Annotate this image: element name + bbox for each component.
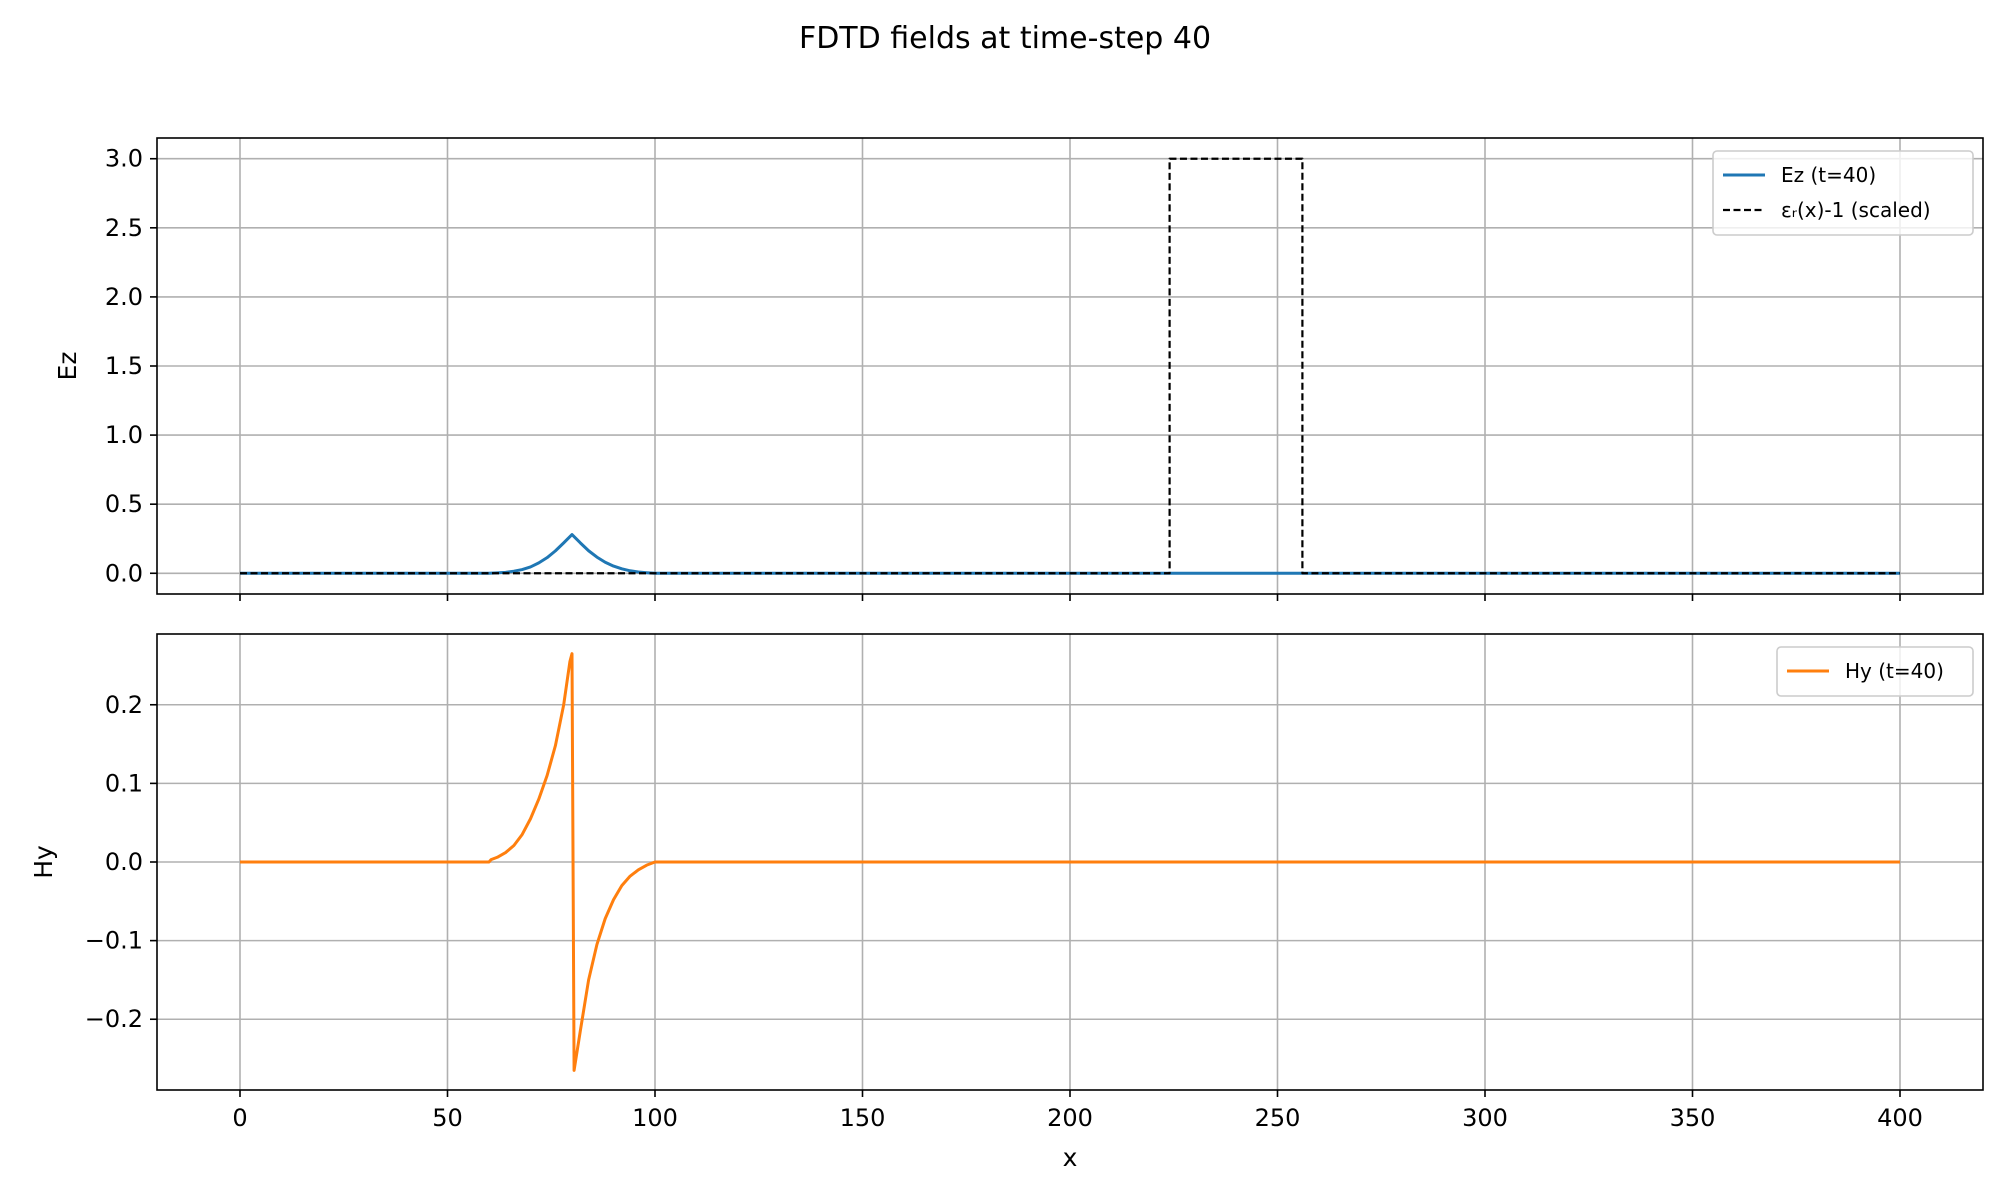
hy-y-axis-label: Hy — [29, 845, 58, 879]
hy-y-tick-label: 0.0 — [105, 848, 143, 876]
hy-legend-label-0: Hy (t=40) — [1845, 659, 1944, 683]
ez-y-axis-label: Ez — [53, 352, 82, 381]
hy-legend-box — [1776, 646, 1974, 697]
hy-series-line-0 — [240, 652, 1900, 1072]
ez-legend-label-1: εᵣ(x)-1 (scaled) — [1781, 198, 1931, 222]
hy-y-tick-label: 0.2 — [105, 691, 143, 719]
hy-x-tick-label: 350 — [1670, 1104, 1716, 1132]
hy-y-tick-label: −0.1 — [85, 927, 143, 955]
hy-y-tick-label: 0.1 — [105, 769, 143, 797]
ez-axes: 0.0 0.5 1.0 1.5 2.0 2.5 3.0 Ez Ez (t=40) εᵣ(x)-1 … — [53, 137, 1984, 601]
hy-y-tick-label: −0.2 — [85, 1005, 143, 1033]
ez-y-tick-label: 0.5 — [105, 490, 143, 518]
hy-x-tick-label: 150 — [840, 1104, 886, 1132]
ez-y-tick-label: 1.0 — [105, 421, 143, 449]
ez-legend-box — [1712, 150, 1974, 236]
hy-x-tick-label: 0 — [232, 1104, 247, 1132]
hy-x-axis-label: x — [1063, 1143, 1078, 1172]
hy-x-tick-label: 400 — [1877, 1104, 1923, 1132]
hy-x-tick-label: 100 — [632, 1104, 678, 1132]
ez-y-tick-label: 2.5 — [105, 214, 143, 242]
ez-y-tick-label: 3.0 — [105, 145, 143, 173]
figure-title: FDTD fields at time-step 40 — [799, 21, 1211, 56]
ez-legend: Ez (t=40) εᵣ(x)-1 (scaled) — [1712, 150, 1974, 236]
ez-series-line-0 — [240, 533, 1900, 575]
ez-y-tick-label: 0.0 — [105, 559, 143, 587]
hy-x-tick-label: 300 — [1462, 1104, 1508, 1132]
ez-y-tick-label: 2.0 — [105, 283, 143, 311]
ez-y-tick-label: 1.5 — [105, 352, 143, 380]
hy-x-tick-label: 50 — [432, 1104, 463, 1132]
hy-x-tick-label: 200 — [1047, 1104, 1093, 1132]
hy-axes: 0 50 100 150 200 250 300 350 400 −0.2 −0.1 0.0 0.1 0.… — [29, 633, 1984, 1172]
ez-series-line-1 — [240, 157, 1900, 575]
hy-legend: Hy (t=40) — [1776, 646, 1974, 697]
hy-x-tick-label: 250 — [1255, 1104, 1301, 1132]
ez-legend-label-0: Ez (t=40) — [1781, 163, 1876, 187]
